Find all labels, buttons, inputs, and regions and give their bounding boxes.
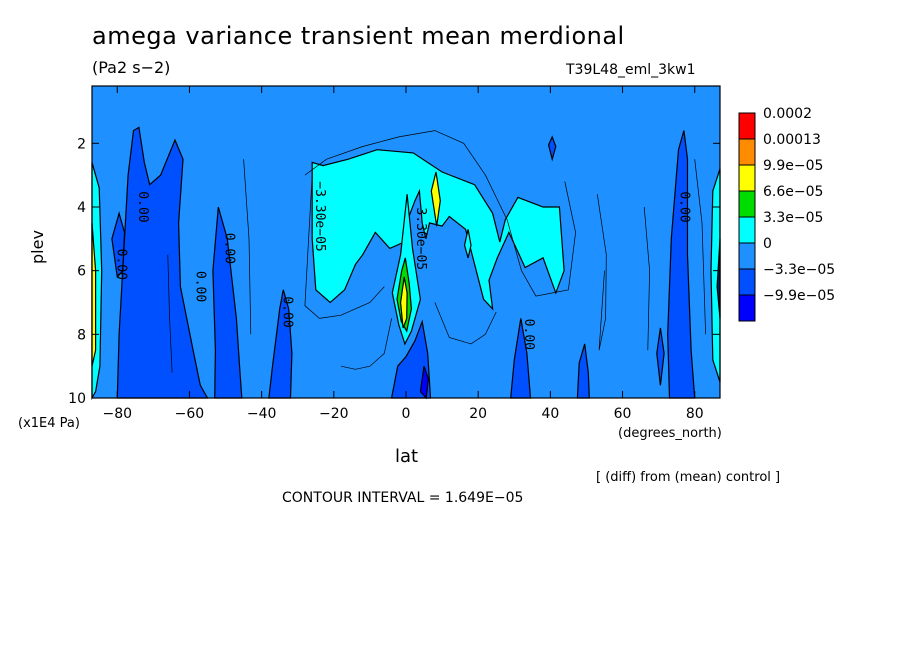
contour-label: 3.30e−05 xyxy=(413,208,428,271)
contour-label: 0.00 xyxy=(222,233,237,264)
legend-swatch xyxy=(738,216,756,244)
contour-region-equator-negative-peak xyxy=(419,366,430,400)
x-tick-label: −40 xyxy=(247,406,277,422)
x-tick-label: −60 xyxy=(175,406,205,422)
contour-line-4 xyxy=(434,302,497,345)
legend-label: 9.9e−05 xyxy=(763,158,823,174)
contour-region-equator-negative xyxy=(390,319,432,399)
chart-title: amega variance transient mean merdional xyxy=(92,22,625,50)
contour-line-3 xyxy=(340,318,392,370)
contour-line-8 xyxy=(643,206,650,351)
x-tick-label: −80 xyxy=(102,406,132,422)
contour-label: 0.00 xyxy=(676,191,691,222)
contour-label: 0.00 xyxy=(279,296,294,327)
y-tick-label: 6 xyxy=(77,264,86,280)
chart-units: (Pa2 s−2) xyxy=(92,58,171,77)
contour-region-south-negative-3 xyxy=(212,206,243,399)
y-tick-label: 2 xyxy=(77,136,86,152)
legend-swatch xyxy=(738,164,756,192)
contour-label: −3.30e−05 xyxy=(312,181,327,251)
contour-line-2 xyxy=(304,175,385,319)
contour-region-south-negative-4 xyxy=(268,289,293,399)
contour-line-1 xyxy=(304,130,576,297)
legend-swatch xyxy=(738,242,756,270)
y-tick-label: 10 xyxy=(68,391,86,407)
contour-line-7 xyxy=(243,159,252,335)
legend-swatch xyxy=(738,190,756,218)
contour-label: 0.00 xyxy=(193,271,208,302)
contour-region-north-negative-5 xyxy=(547,135,557,162)
legend-label: 0.00013 xyxy=(763,132,821,148)
diff-note: [ (diff) from (mean) control ] xyxy=(596,470,781,485)
contour-line-5 xyxy=(596,194,607,351)
legend-swatch xyxy=(738,268,756,296)
contour-region-equator-peak xyxy=(399,276,408,329)
y-tick-label: 8 xyxy=(77,327,86,343)
contour-region-positive-small xyxy=(463,229,472,259)
x-axis-label: lat xyxy=(395,446,419,467)
x-tick-label: 20 xyxy=(469,406,487,422)
y-axis-label: plev xyxy=(28,230,47,264)
contour-line-6 xyxy=(167,254,173,373)
x-tick-label: 0 xyxy=(402,406,411,422)
contour-region-south-negative-2 xyxy=(111,211,126,279)
contour-label: 0.00 xyxy=(521,319,536,350)
contour-region-south-negative-1 xyxy=(116,126,209,399)
legend-label: 3.3e−05 xyxy=(763,210,823,226)
x-axis-units: (degrees_north) xyxy=(618,426,722,441)
run-label: T39L48_eml_3kw1 xyxy=(566,62,696,78)
legend-label: 0 xyxy=(763,236,772,252)
legend-label: −9.9e−05 xyxy=(763,288,835,304)
legend-label: 0.0002 xyxy=(763,106,812,122)
legend-swatch xyxy=(738,138,756,166)
contour-region-equator-peak-2 xyxy=(430,171,441,227)
legend-swatch xyxy=(738,112,756,140)
contour-label: 0.00 xyxy=(135,191,150,222)
y-axis-units: (x1E4 Pa) xyxy=(18,416,80,431)
contour-region-positive-band xyxy=(311,149,565,311)
x-tick-label: −20 xyxy=(319,406,349,422)
legend-swatch xyxy=(738,294,756,322)
contour-region-north-negative-4 xyxy=(656,327,665,386)
x-tick-label: 40 xyxy=(541,406,559,422)
contour-interval: CONTOUR INTERVAL = 1.649E−05 xyxy=(282,490,524,506)
legend-label: 6.6e−05 xyxy=(763,184,823,200)
y-tick-label: 4 xyxy=(77,200,86,216)
contour-label: 0.00 xyxy=(113,249,128,280)
x-tick-label: 80 xyxy=(686,406,704,422)
legend-label: −3.3e−05 xyxy=(763,262,835,278)
contour-region-north-negative-3 xyxy=(667,130,696,399)
contour-line-9 xyxy=(694,159,706,335)
x-tick-label: 60 xyxy=(614,406,632,422)
